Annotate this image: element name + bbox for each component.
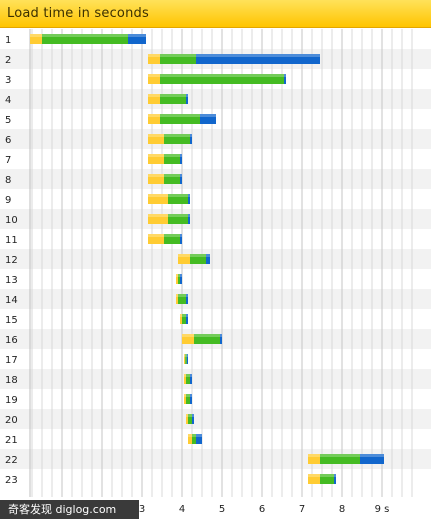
bar-highlight bbox=[184, 394, 192, 397]
row-label: 15 bbox=[5, 315, 18, 326]
row-label: 6 bbox=[5, 135, 11, 146]
bar-highlight bbox=[182, 334, 222, 337]
bar-highlight bbox=[30, 34, 146, 37]
row-label: 13 bbox=[5, 275, 18, 286]
row-label: 4 bbox=[5, 95, 11, 106]
bar-highlight bbox=[178, 254, 210, 257]
bar-highlight bbox=[180, 314, 188, 317]
x-tick-label: 4 bbox=[179, 504, 185, 515]
bar-highlight bbox=[184, 354, 188, 357]
bar-highlight bbox=[148, 94, 188, 97]
row-background bbox=[0, 369, 431, 389]
row-label: 18 bbox=[5, 375, 18, 386]
bar-highlight bbox=[176, 274, 182, 277]
row-label: 21 bbox=[5, 435, 18, 446]
row-label: 9 bbox=[5, 195, 11, 206]
row-label: 22 bbox=[5, 455, 18, 466]
row-background bbox=[0, 209, 431, 229]
row-label: 3 bbox=[5, 75, 11, 86]
row-background bbox=[0, 129, 431, 149]
bar-highlight bbox=[148, 234, 182, 237]
x-tick-label: 5 bbox=[219, 504, 225, 515]
row-label: 14 bbox=[5, 295, 18, 306]
bar-highlight bbox=[148, 74, 286, 77]
x-tick-label: 7 bbox=[299, 504, 305, 515]
bar-highlight bbox=[148, 54, 320, 57]
row-label: 2 bbox=[5, 55, 11, 66]
row-label: 12 bbox=[5, 255, 18, 266]
row-label: 10 bbox=[5, 215, 18, 226]
bar-highlight bbox=[308, 454, 384, 457]
bar-highlight bbox=[148, 114, 216, 117]
row-background bbox=[0, 409, 431, 429]
x-tick-label: 9 s bbox=[375, 504, 390, 515]
row-label: 5 bbox=[5, 115, 11, 126]
row-label: 11 bbox=[5, 235, 18, 246]
row-label: 20 bbox=[5, 415, 18, 426]
bar-highlight bbox=[308, 474, 336, 477]
row-label: 23 bbox=[5, 475, 18, 486]
row-label: 16 bbox=[5, 335, 18, 346]
bar-highlight bbox=[148, 174, 182, 177]
bar-highlight bbox=[176, 294, 188, 297]
x-tick-label: 6 bbox=[259, 504, 265, 515]
bar-highlight bbox=[148, 154, 182, 157]
bar-highlight bbox=[148, 214, 190, 217]
bar-highlight bbox=[148, 134, 192, 137]
row-background bbox=[0, 89, 431, 109]
bar-highlight bbox=[148, 194, 190, 197]
bar-highlight bbox=[184, 374, 192, 377]
x-tick-label: 3 bbox=[139, 504, 145, 515]
watermark: 奇客发现 diglog.com bbox=[0, 500, 139, 519]
row-background bbox=[0, 169, 431, 189]
x-tick-label: 8 bbox=[339, 504, 345, 515]
bar-highlight bbox=[186, 414, 194, 417]
row-label: 1 bbox=[5, 35, 11, 46]
row-label: 19 bbox=[5, 395, 18, 406]
row-label: 7 bbox=[5, 155, 11, 166]
bar-highlight bbox=[188, 434, 202, 437]
row-background bbox=[0, 249, 431, 269]
row-label: 17 bbox=[5, 355, 18, 366]
row-label: 8 bbox=[5, 175, 11, 186]
row-background bbox=[0, 289, 431, 309]
